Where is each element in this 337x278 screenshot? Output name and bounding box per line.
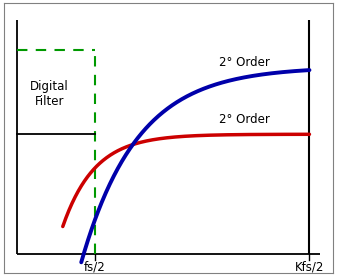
Text: 2° Order: 2° Order (219, 113, 270, 126)
Text: 2° Order: 2° Order (219, 56, 270, 69)
Text: Digital
Filter: Digital Filter (30, 80, 69, 108)
Text: Kfs/2: Kfs/2 (295, 261, 324, 274)
Text: fs/2: fs/2 (84, 261, 105, 274)
